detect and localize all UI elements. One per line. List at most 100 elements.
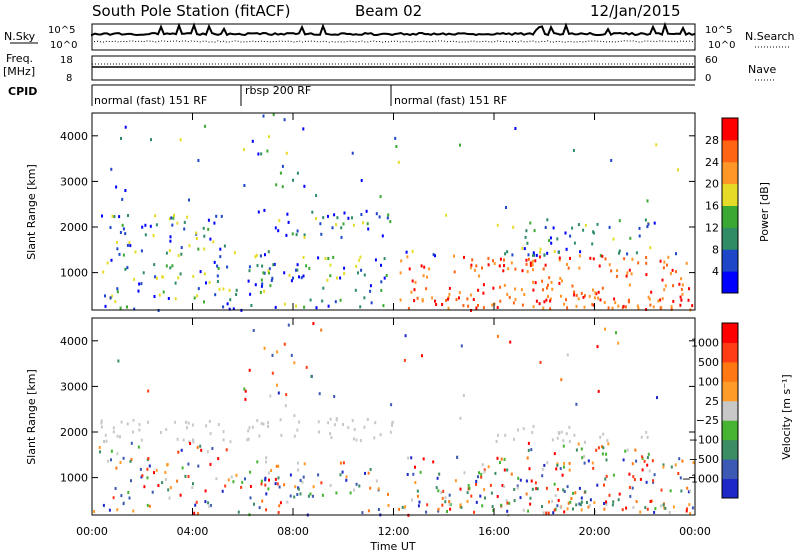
echo-cell xyxy=(139,467,142,471)
echo-cell xyxy=(670,307,673,311)
echo-cell xyxy=(599,254,602,258)
echo-cell xyxy=(389,430,392,434)
echo-cell xyxy=(569,234,572,238)
echo-cell xyxy=(169,266,172,270)
echo-cell xyxy=(580,508,583,512)
echo-cell xyxy=(128,496,131,500)
echo-cell xyxy=(552,511,555,515)
echo-cell xyxy=(380,263,382,267)
nsearch-trace xyxy=(91,40,696,43)
echo-cell xyxy=(116,508,119,512)
echo-cell xyxy=(614,301,617,305)
echo-cell xyxy=(645,256,648,259)
echo-cell xyxy=(602,446,605,450)
echo-cell xyxy=(394,136,397,140)
echo-cell xyxy=(302,475,305,479)
echo-cell xyxy=(556,237,559,241)
nsky-tick-high-right: 10^5 xyxy=(705,25,732,36)
echo-cell xyxy=(459,416,462,420)
echo-cell xyxy=(546,286,548,290)
date-title: 12/Jan/2015 xyxy=(590,2,681,20)
echo-cell xyxy=(308,266,311,270)
echo-cell xyxy=(174,281,177,285)
y-tick-label: 4000 xyxy=(60,335,88,348)
power-y-axis: 1000 2000 3000 4000 xyxy=(60,130,695,280)
echo-cell xyxy=(264,483,267,487)
echo-cell xyxy=(562,488,565,492)
echo-cell xyxy=(607,306,610,310)
echo-cell xyxy=(604,477,607,481)
echo-cell xyxy=(270,279,273,282)
echo-cell xyxy=(483,470,486,474)
echo-cell xyxy=(661,297,664,301)
echo-cell xyxy=(577,297,580,301)
echo-cell xyxy=(440,491,443,495)
echo-cell xyxy=(215,477,218,481)
echo-cell xyxy=(261,282,264,286)
echo-cell xyxy=(671,268,674,272)
echo-cell xyxy=(347,216,350,220)
echo-cell xyxy=(317,420,320,424)
echo-cell xyxy=(633,478,636,482)
echo-cell xyxy=(205,424,208,428)
echo-cell xyxy=(218,287,221,291)
echo-cell xyxy=(411,498,413,502)
echo-cell xyxy=(691,506,694,510)
echo-cell xyxy=(667,255,670,259)
echo-cell xyxy=(172,216,175,220)
echo-cell xyxy=(277,229,280,233)
nsky-tick-low-right: 10^0 xyxy=(708,40,735,51)
echo-cell xyxy=(370,301,373,305)
echo-cell xyxy=(460,505,463,509)
echo-cell xyxy=(685,261,688,265)
echo-cell xyxy=(572,491,574,495)
echo-cell xyxy=(558,256,561,260)
echo-cell xyxy=(475,482,478,486)
echo-cell xyxy=(616,269,619,273)
echo-cell xyxy=(339,473,342,477)
echo-cell xyxy=(164,471,167,474)
echo-cell xyxy=(229,440,232,444)
echo-cell xyxy=(565,432,568,436)
echo-cell xyxy=(212,240,215,244)
echo-cell xyxy=(681,459,684,463)
echo-cell xyxy=(336,276,338,280)
echo-cell xyxy=(604,327,607,331)
echo-cell xyxy=(591,242,594,246)
echo-cell xyxy=(320,232,323,236)
echo-cell xyxy=(448,292,451,296)
echo-cell xyxy=(253,502,255,506)
colorbar-swatch xyxy=(722,139,738,163)
echo-cell xyxy=(483,488,486,492)
echo-cell xyxy=(647,452,650,456)
echo-cell xyxy=(587,459,590,463)
echo-cell xyxy=(226,302,229,306)
echo-cell xyxy=(343,272,346,276)
echo-cell xyxy=(523,247,526,251)
echo-cell xyxy=(321,299,324,303)
colorbar-swatch xyxy=(722,227,738,250)
echo-cell xyxy=(691,304,694,308)
echo-cell xyxy=(315,217,318,220)
echo-cell xyxy=(413,288,416,292)
cpid-mode-1: rbsp 200 RF xyxy=(245,84,311,97)
echo-cell xyxy=(519,478,522,482)
echo-cell xyxy=(677,168,679,172)
echo-cell xyxy=(286,500,289,504)
echo-cell xyxy=(342,423,344,426)
echo-cell xyxy=(355,264,358,268)
echo-cell xyxy=(102,270,105,274)
echo-cell xyxy=(532,251,535,255)
echo-cell xyxy=(580,447,583,451)
echo-cell xyxy=(353,428,356,431)
echo-cell xyxy=(333,395,336,398)
echo-cell xyxy=(274,482,277,486)
echo-cell xyxy=(618,249,621,253)
echo-cell xyxy=(359,305,362,309)
echo-cell xyxy=(112,496,115,500)
echo-cell xyxy=(235,293,238,296)
echo-cell xyxy=(191,423,194,427)
echo-cell xyxy=(649,303,652,307)
echo-cell xyxy=(645,480,648,484)
echo-cell xyxy=(558,281,561,285)
